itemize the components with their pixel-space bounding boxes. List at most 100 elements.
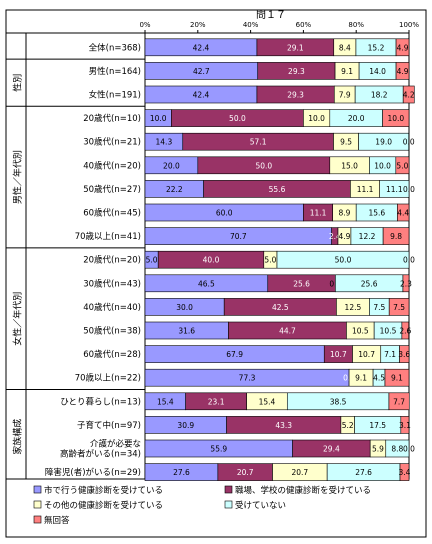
data-label: 3.4 (399, 468, 411, 477)
legend-swatch (33, 500, 42, 509)
category-label: 60歳代(n=45) (83, 208, 141, 219)
data-label: 4.5 (373, 374, 385, 383)
category-label-line: 高齢者がいる(n=34) (60, 449, 141, 460)
legend-label: 市で行う健康診断を受けている (44, 485, 163, 496)
data-label: 2.4 (329, 232, 341, 241)
data-label: 38.5 (330, 397, 347, 406)
data-label: 9.1 (391, 374, 403, 383)
bar-segment (385, 439, 410, 458)
data-label: 0.0 (403, 138, 415, 147)
data-label: 9.1 (341, 67, 353, 76)
legend-label: 受けていない (235, 500, 286, 511)
data-label: 4.9 (397, 67, 409, 76)
legend-swatch (33, 515, 42, 524)
data-label: 27.6 (173, 468, 190, 477)
category-label: 40歳代(n=40) (83, 302, 141, 313)
x-tick-label: 20% (190, 21, 206, 29)
category-label: 障害児(者)がいる(n=29) (45, 467, 141, 478)
data-label: 7.5 (393, 303, 405, 312)
data-label: 5.0 (396, 161, 408, 170)
data-label: 2.6 (399, 327, 411, 336)
data-label: 30.9 (177, 421, 194, 430)
category-label: 70歳以上(n=22) (75, 373, 141, 384)
data-label: 4.2 (403, 91, 415, 100)
legend-swatch (224, 500, 233, 509)
data-label: 25.6 (361, 279, 378, 288)
data-label: 9.5 (340, 138, 352, 147)
data-label: 5.2 (342, 421, 354, 430)
category-label: 50歳代(n=27) (83, 184, 141, 195)
data-label: 15.0 (341, 161, 358, 170)
data-label: 22.2 (166, 185, 183, 194)
category-label: 男性(n=164) (89, 66, 141, 77)
data-label: 77.3 (239, 374, 256, 383)
x-tick-label: 0% (139, 21, 150, 29)
data-label: 8.4 (339, 43, 351, 52)
data-label: 10.0 (387, 114, 404, 123)
bar-segment (402, 274, 410, 293)
group-label: 性別 (12, 74, 24, 92)
data-label: 42.4 (193, 91, 210, 100)
data-label: 0.0 (403, 256, 415, 265)
category-label: 20歳代(n=10) (83, 113, 141, 124)
x-tick-label: 40% (243, 21, 259, 29)
data-label: 42.5 (272, 303, 289, 312)
bar-segment (399, 345, 410, 363)
data-label: 10.0 (308, 114, 325, 123)
data-label: 0.0 (403, 445, 415, 454)
data-label: 57.1 (250, 138, 267, 147)
category-label-line: 介護が必要な (90, 439, 141, 450)
category-label: 女性(n=191) (89, 90, 141, 101)
data-label: 20.0 (348, 114, 365, 123)
bar-segment (395, 156, 410, 175)
data-label: 11.1 (386, 185, 403, 194)
data-label: 17.5 (369, 421, 386, 430)
data-label: 46.5 (198, 279, 215, 288)
group-label: 家族構成 (12, 419, 24, 455)
bar-segment (401, 321, 410, 340)
bar-segment (397, 203, 410, 222)
category-label: 20歳代(n=20) (83, 255, 141, 266)
data-label: 30.0 (176, 303, 193, 312)
data-label: 12.2 (359, 232, 376, 241)
group-label: 男性／年代別 (12, 150, 24, 204)
data-label: 8.9 (338, 209, 350, 218)
bar-segment (358, 132, 410, 151)
x-tick-label: 80% (348, 21, 364, 29)
category-label: 40歳代(n=20) (83, 160, 141, 171)
bar-segment (382, 227, 410, 245)
data-label: 4.4 (397, 209, 409, 218)
data-label: 12.5 (345, 303, 362, 312)
data-label: 20.0 (163, 161, 180, 170)
bar-segment (388, 392, 410, 411)
data-label: 10.7 (330, 350, 347, 359)
data-label: 3.6 (398, 350, 410, 359)
data-label: 14.3 (156, 138, 173, 147)
bar-segment (399, 463, 410, 481)
bar-segment (400, 416, 410, 434)
category-label: 50歳代(n=38) (83, 326, 141, 337)
bar-segment (384, 368, 410, 387)
data-label: 5.9 (372, 445, 384, 454)
data-label: 31.6 (178, 327, 195, 336)
data-label: 11.1 (310, 209, 327, 218)
category-label: 70歳以上(n=41) (75, 231, 141, 242)
bar-segment (402, 85, 415, 104)
data-label: 5.0 (146, 256, 158, 265)
data-label: 29.4 (323, 445, 340, 454)
data-label: 29.3 (287, 91, 304, 100)
data-label: 25.6 (293, 279, 310, 288)
data-label: 43.3 (275, 421, 292, 430)
data-label: 50.0 (229, 114, 246, 123)
bar-segment (388, 298, 410, 316)
data-label: 10.5 (352, 327, 369, 336)
data-label: 42.4 (193, 43, 210, 52)
data-label: 10.7 (358, 350, 375, 359)
legend-swatch (33, 485, 42, 494)
group-label: 女性／年代別 (12, 292, 24, 346)
data-label: 7.1 (384, 350, 396, 359)
legend-label: 職場、学校の健康診断を受けている (235, 485, 371, 496)
data-label: 29.1 (287, 43, 304, 52)
x-tick-label: 60% (296, 21, 312, 29)
